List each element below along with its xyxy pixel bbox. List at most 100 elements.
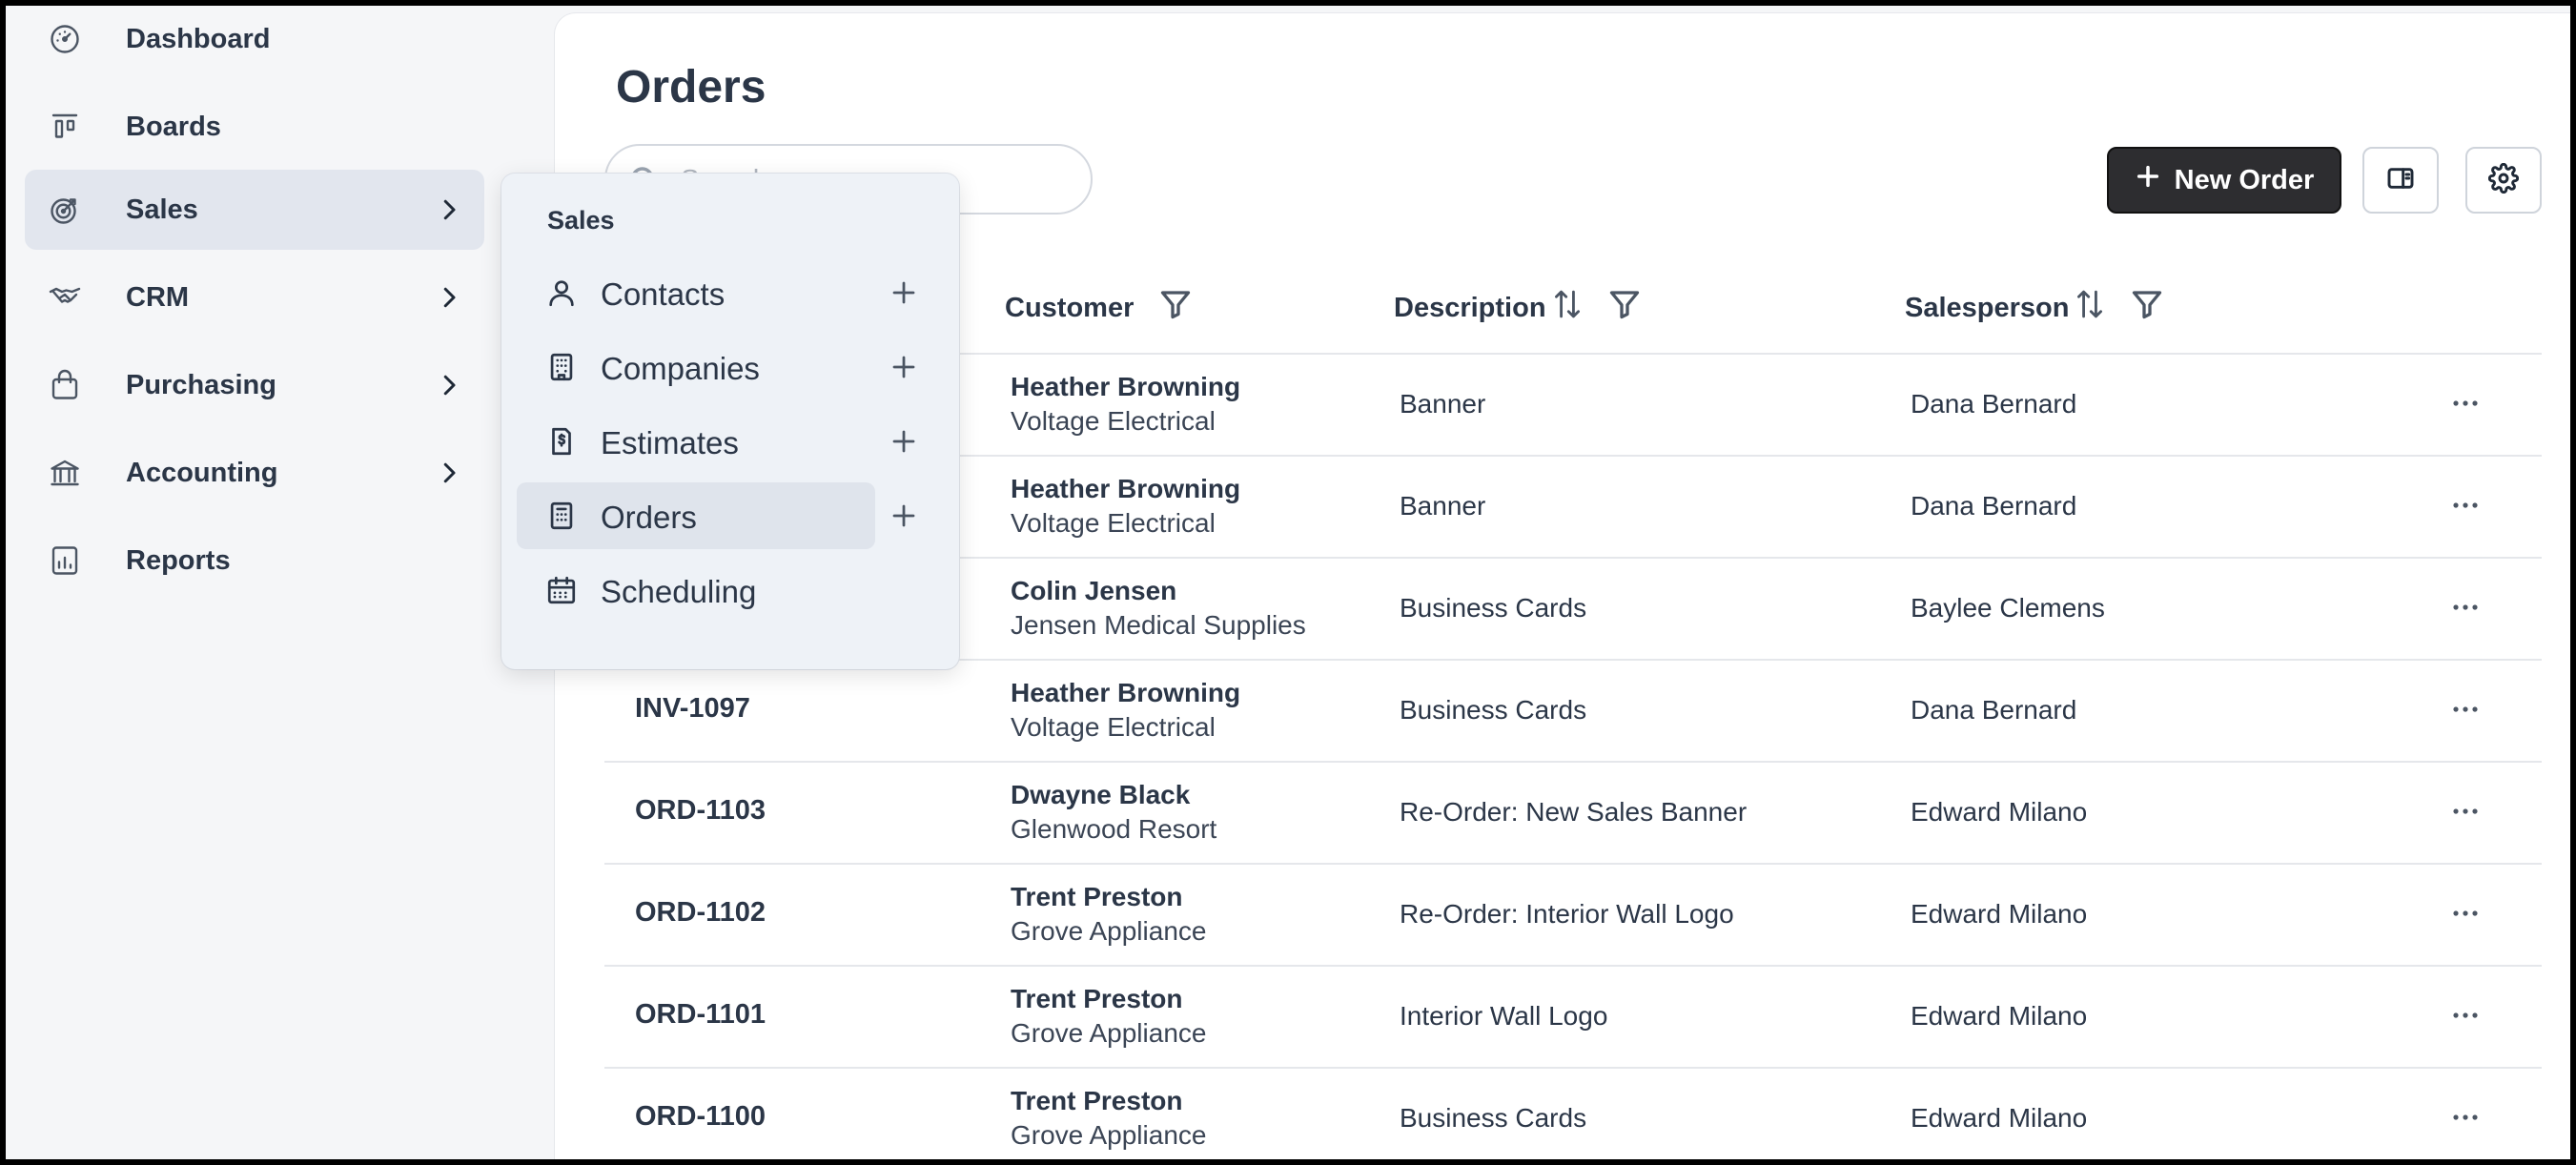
salesperson: Dana Bernard bbox=[1911, 491, 2077, 521]
salesperson: Dana Bernard bbox=[1911, 389, 2077, 419]
table-row[interactable]: Heather Browning Voltage Electrical Bann… bbox=[604, 355, 2542, 457]
handshake-icon bbox=[46, 278, 84, 317]
table-row[interactable]: ORD-1100 Trent Preston Grove Appliance B… bbox=[604, 1069, 2542, 1159]
customer-name: Colin Jensen bbox=[1011, 576, 1177, 605]
sidebar-item-label: Purchasing bbox=[126, 369, 276, 400]
column-label: Customer bbox=[1005, 292, 1135, 323]
sidebar-item-label: Accounting bbox=[126, 457, 278, 488]
customer-name: Trent Preston bbox=[1011, 1086, 1183, 1115]
settings-button[interactable] bbox=[2465, 147, 2542, 214]
sidebar: Dashboard Boards Sales CRM bbox=[6, 6, 507, 1159]
plus-icon bbox=[2135, 163, 2161, 197]
more-options-icon[interactable] bbox=[2448, 593, 2483, 622]
sidebar-item-accounting[interactable]: Accounting bbox=[25, 433, 484, 513]
column-salesperson[interactable]: Salesperson bbox=[1905, 284, 2164, 332]
toggle-panel-button[interactable] bbox=[2362, 147, 2439, 214]
building-icon bbox=[545, 351, 578, 383]
more-options-icon[interactable] bbox=[2448, 1103, 2483, 1132]
submenu-item-orders[interactable]: Orders bbox=[517, 482, 875, 549]
customer-company: Voltage Electrical bbox=[1011, 508, 1216, 538]
order-description: Re-Order: Interior Wall Logo bbox=[1400, 899, 1734, 929]
column-customer[interactable]: Customer bbox=[1005, 284, 1193, 332]
filter-icon[interactable] bbox=[2130, 287, 2164, 329]
table-header: Customer Description Salesperson bbox=[604, 263, 2542, 355]
submenu-item-label: Orders bbox=[601, 500, 697, 535]
dashboard-icon bbox=[46, 20, 84, 58]
customer-company: Voltage Electrical bbox=[1011, 712, 1216, 742]
chevron-right-icon bbox=[435, 459, 463, 487]
more-options-icon[interactable] bbox=[2448, 797, 2483, 826]
sort-icon[interactable] bbox=[2075, 287, 2105, 329]
order-description: Banner bbox=[1400, 491, 1486, 521]
estimate-doc-icon bbox=[545, 425, 578, 458]
calendar-icon bbox=[545, 574, 578, 606]
submenu-item-estimates[interactable]: Estimates bbox=[517, 408, 875, 475]
more-options-icon[interactable] bbox=[2448, 1001, 2483, 1030]
sidebar-item-crm[interactable]: CRM bbox=[25, 257, 484, 337]
more-options-icon[interactable] bbox=[2448, 491, 2483, 520]
customer-company: Grove Appliance bbox=[1011, 1120, 1207, 1150]
sidebar-item-label: CRM bbox=[126, 281, 190, 313]
new-order-button[interactable]: New Order bbox=[2107, 147, 2341, 214]
customer-company: Grove Appliance bbox=[1011, 916, 1207, 946]
filter-icon[interactable] bbox=[1158, 287, 1193, 329]
new-order-label: New Order bbox=[2174, 164, 2315, 195]
sidebar-item-label: Reports bbox=[126, 544, 231, 576]
order-description: Banner bbox=[1400, 389, 1486, 419]
customer-name: Heather Browning bbox=[1011, 474, 1241, 503]
order-description: Business Cards bbox=[1400, 695, 1587, 725]
customer-company: Glenwood Resort bbox=[1011, 814, 1217, 844]
order-description: Business Cards bbox=[1400, 593, 1587, 623]
sidebar-item-dashboard[interactable]: Dashboard bbox=[25, 6, 484, 79]
salesperson: Dana Bernard bbox=[1911, 695, 2077, 725]
app-window: Dashboard Boards Sales CRM bbox=[6, 6, 2570, 1159]
add-company-icon[interactable] bbox=[885, 348, 923, 386]
order-id: ORD-1102 bbox=[635, 897, 767, 928]
customer-name: Trent Preston bbox=[1011, 984, 1183, 1013]
submenu-item-scheduling[interactable]: Scheduling bbox=[517, 557, 875, 623]
filter-icon[interactable] bbox=[1607, 287, 1642, 329]
column-label: Description bbox=[1394, 292, 1546, 323]
chart-icon bbox=[46, 542, 84, 580]
add-contact-icon[interactable] bbox=[885, 274, 923, 312]
add-estimate-icon[interactable] bbox=[885, 422, 923, 460]
sidebar-item-purchasing[interactable]: Purchasing bbox=[25, 345, 484, 425]
chevron-right-icon bbox=[435, 371, 463, 399]
target-icon bbox=[46, 191, 84, 229]
table-row[interactable]: INV-1097 Heather Browning Voltage Electr… bbox=[604, 661, 2542, 763]
order-description: Business Cards bbox=[1400, 1103, 1587, 1133]
more-options-icon[interactable] bbox=[2448, 389, 2483, 418]
sort-icon[interactable] bbox=[1552, 287, 1583, 329]
table-row[interactable]: ORD-1103 Dwayne Black Glenwood Resort Re… bbox=[604, 763, 2542, 865]
table-row[interactable]: Heather Browning Voltage Electrical Bann… bbox=[604, 457, 2542, 559]
sidebar-item-boards[interactable]: Boards bbox=[25, 87, 484, 167]
salesperson: Baylee Clemens bbox=[1911, 593, 2105, 623]
page-title: Orders bbox=[616, 62, 767, 112]
customer-name: Heather Browning bbox=[1011, 372, 1241, 401]
customer-name: Heather Browning bbox=[1011, 678, 1241, 707]
submenu-item-companies[interactable]: Companies bbox=[517, 334, 875, 400]
customer-company: Jensen Medical Supplies bbox=[1011, 610, 1306, 640]
more-options-icon[interactable] bbox=[2448, 695, 2483, 724]
sales-submenu: Sales Contacts Companies Estimates bbox=[501, 174, 959, 669]
table-row[interactable]: ORD-1101 Trent Preston Grove Appliance I… bbox=[604, 967, 2542, 1069]
chevron-right-icon bbox=[435, 283, 463, 312]
sidebar-item-sales[interactable]: Sales bbox=[25, 170, 484, 250]
salesperson: Edward Milano bbox=[1911, 1001, 2088, 1031]
sidebar-item-label: Dashboard bbox=[126, 23, 271, 54]
sidebar-item-label: Boards bbox=[126, 111, 221, 142]
shopping-bag-icon bbox=[46, 366, 84, 404]
add-order-icon[interactable] bbox=[885, 497, 923, 535]
table-row[interactable]: Colin Jensen Jensen Medical Supplies Bus… bbox=[604, 559, 2542, 661]
chevron-right-icon bbox=[435, 195, 463, 224]
gear-icon bbox=[2487, 162, 2520, 198]
sidebar-item-reports[interactable]: Reports bbox=[25, 521, 484, 601]
user-icon bbox=[545, 276, 578, 309]
column-description[interactable]: Description bbox=[1394, 284, 1642, 332]
submenu-item-label: Scheduling bbox=[601, 574, 757, 609]
salesperson: Edward Milano bbox=[1911, 797, 2088, 827]
table-row[interactable]: ORD-1102 Trent Preston Grove Appliance R… bbox=[604, 865, 2542, 967]
boards-icon bbox=[46, 108, 84, 146]
submenu-item-contacts[interactable]: Contacts bbox=[517, 259, 875, 326]
more-options-icon[interactable] bbox=[2448, 899, 2483, 928]
